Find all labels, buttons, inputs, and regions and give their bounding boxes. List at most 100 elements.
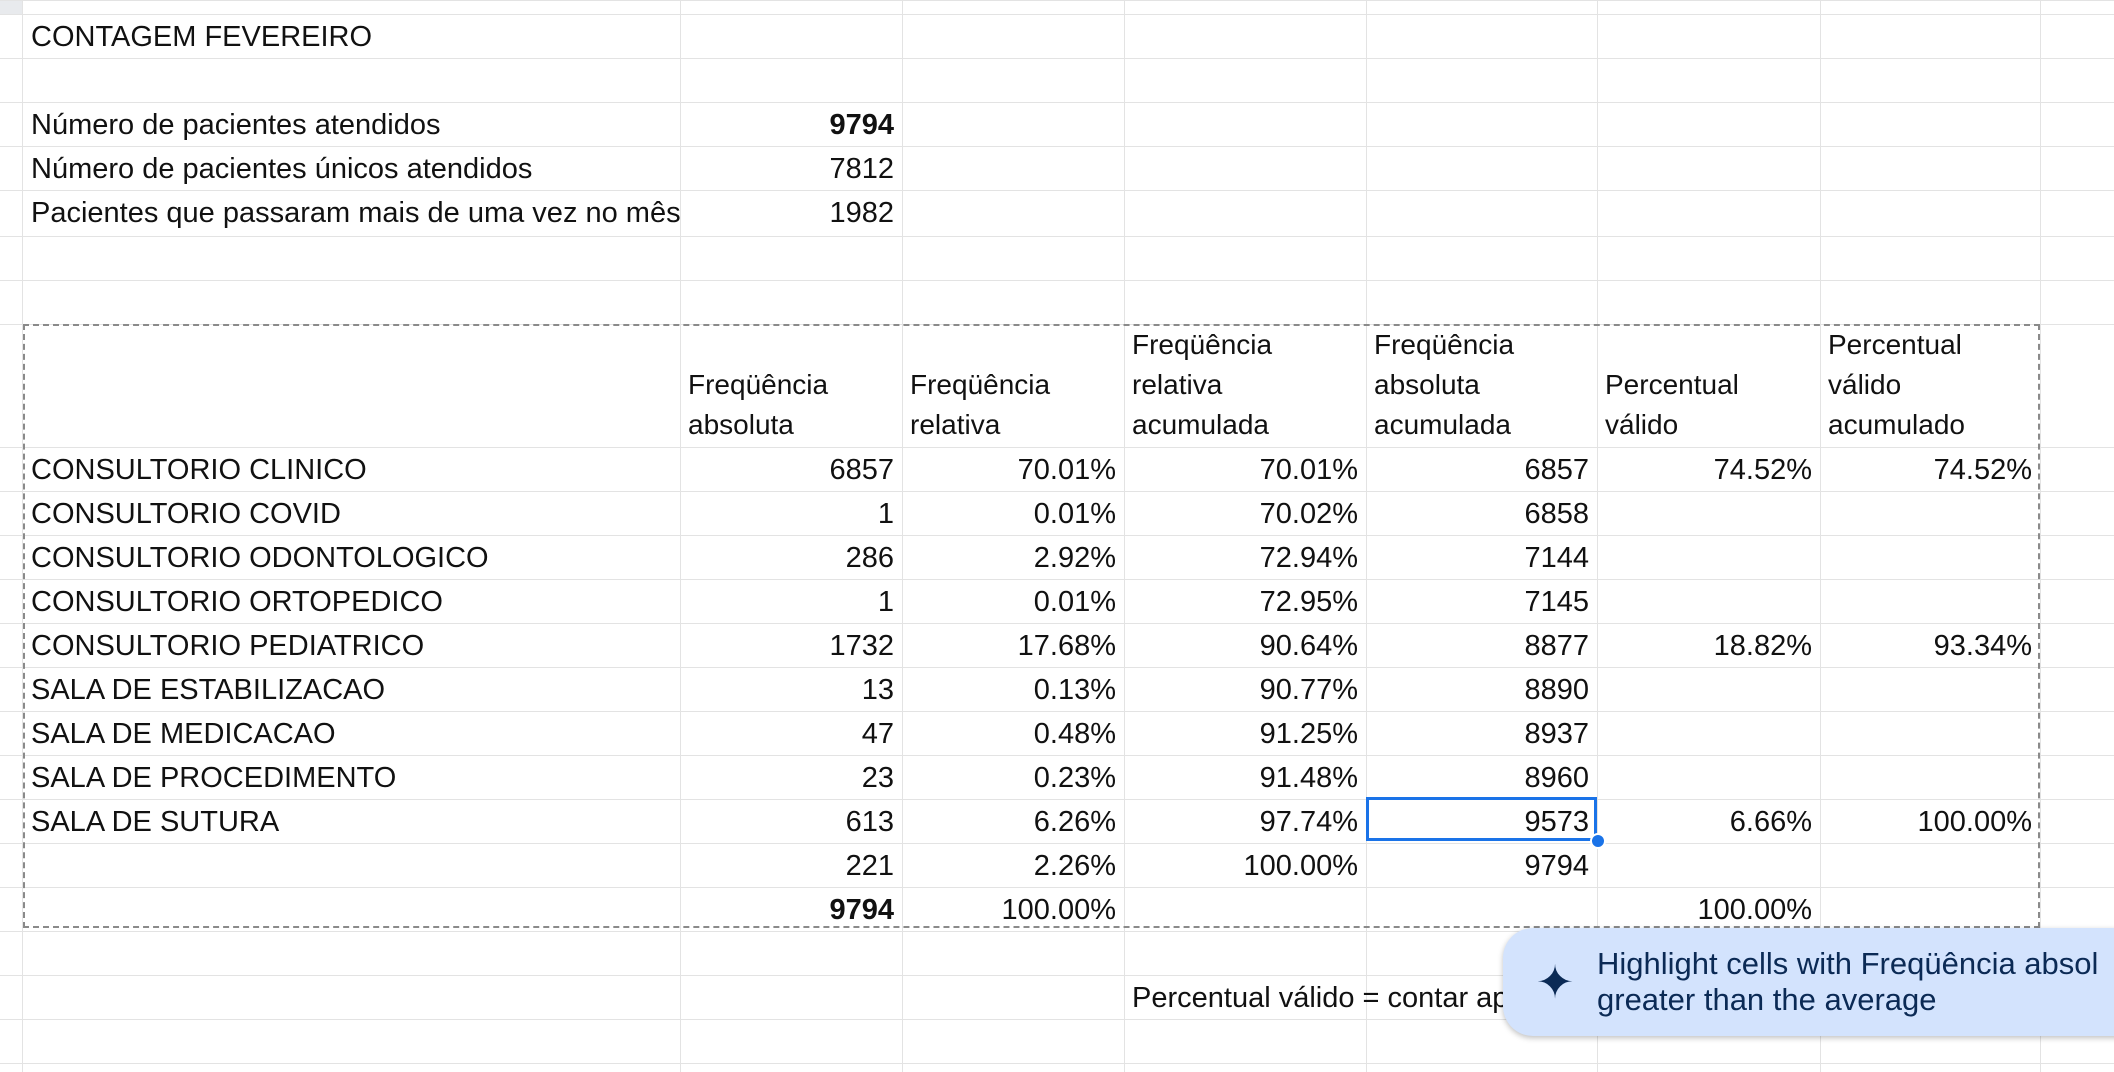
column-header-cell[interactable]: Freqüência absoluta acumulada	[1366, 324, 1597, 447]
data-cell[interactable]	[1820, 579, 2040, 623]
data-cell[interactable]	[1820, 755, 2040, 799]
data-cell[interactable]	[1597, 711, 1820, 755]
data-cell[interactable]	[1124, 887, 1366, 931]
data-cell[interactable]: 8937	[1524, 718, 1589, 751]
data-cell[interactable]: 8877	[1524, 630, 1589, 663]
row-label-cell[interactable]	[23, 887, 680, 931]
summary-value-cell[interactable]: 9794	[829, 109, 894, 142]
sheet-title-cell[interactable]: CONTAGEM FEVEREIRO	[31, 21, 373, 54]
data-cell[interactable]: 286	[845, 542, 894, 575]
row-label-cell[interactable]: SALA DE ESTABILIZACAO	[31, 674, 386, 707]
data-cell[interactable]: 0.13%	[1033, 674, 1116, 707]
ai-suggestion-chip[interactable]: ✦ Highlight cells with Freqüência absol …	[1503, 928, 2114, 1036]
data-cell[interactable]: 6.66%	[1729, 806, 1812, 839]
data-cell[interactable]	[1597, 755, 1820, 799]
note-cell[interactable]: Percentual válido = contar ap	[1132, 982, 1509, 1015]
data-cell[interactable]: 7144	[1524, 542, 1589, 575]
data-cell[interactable]: 1	[877, 586, 894, 619]
data-cell[interactable]	[1597, 843, 1820, 887]
data-cell[interactable]: 70.01%	[1259, 454, 1358, 487]
fill-handle[interactable]	[1590, 833, 1606, 849]
data-cell[interactable]	[1597, 667, 1820, 711]
data-cell[interactable]	[1820, 843, 2040, 887]
data-cell[interactable]: 23	[861, 762, 894, 795]
row-label-cell[interactable]: SALA DE PROCEDIMENTO	[31, 762, 397, 795]
data-cell[interactable]: 6858	[1524, 498, 1589, 531]
row-label-cell[interactable]: CONSULTORIO PEDIATRICO	[31, 630, 425, 663]
data-cell[interactable]: 7145	[1524, 586, 1589, 619]
data-cell[interactable]	[1820, 667, 2040, 711]
data-cell[interactable]: 0.48%	[1033, 718, 1116, 751]
data-cell[interactable]: 47	[861, 718, 894, 751]
data-cell[interactable]: 100.00%	[1697, 894, 1813, 927]
data-cell[interactable]	[1366, 887, 1597, 931]
summary-value-cell[interactable]: 1982	[829, 197, 894, 230]
data-cell[interactable]: 90.77%	[1259, 674, 1358, 707]
suggestion-line-2: greater than the average	[1597, 982, 1937, 1017]
header-line: absoluta	[1374, 369, 1480, 400]
data-cell[interactable]: 72.94%	[1259, 542, 1358, 575]
data-cell[interactable]: 91.48%	[1259, 762, 1358, 795]
data-cell[interactable]: 72.95%	[1259, 586, 1358, 619]
data-cell[interactable]: 100.00%	[1917, 806, 2033, 839]
row-label-cell[interactable]: SALA DE SUTURA	[31, 806, 280, 839]
data-cell[interactable]: 6.26%	[1033, 806, 1116, 839]
row-gridline	[0, 280, 2114, 281]
data-cell[interactable]: 97.74%	[1259, 806, 1358, 839]
data-cell[interactable]: 8890	[1524, 674, 1589, 707]
data-cell[interactable]	[1820, 491, 2040, 535]
data-cell[interactable]: 13	[861, 674, 894, 707]
row-label-cell[interactable]: SALA DE MEDICACAO	[31, 718, 336, 751]
data-cell[interactable]: 100.00%	[1243, 850, 1359, 883]
data-cell[interactable]: 613	[845, 806, 894, 839]
data-cell[interactable]: 9794	[829, 894, 894, 927]
column-header-cell[interactable]: Freqüência relativa	[902, 324, 1124, 447]
column-header-cell[interactable]: Percentual válido acumulado	[1820, 324, 2040, 447]
data-cell[interactable]: 0.01%	[1033, 586, 1116, 619]
column-header-cell[interactable]: Percentual válido	[1597, 324, 1820, 447]
data-cell[interactable]	[1820, 887, 2040, 931]
data-cell[interactable]: 17.68%	[1017, 630, 1116, 663]
data-cell[interactable]: 90.64%	[1259, 630, 1358, 663]
data-cell[interactable]: 1732	[829, 630, 894, 663]
row-label-cell[interactable]	[23, 843, 680, 887]
data-cell[interactable]	[1820, 711, 2040, 755]
data-cell[interactable]: 221	[845, 850, 894, 883]
column-header-cell[interactable]: Freqüência relativa acumulada	[1124, 324, 1366, 447]
select-all-corner[interactable]	[0, 0, 23, 15]
data-cell[interactable]: 70.02%	[1259, 498, 1358, 531]
data-cell[interactable]	[1597, 535, 1820, 579]
data-cell[interactable]: 1	[877, 498, 894, 531]
row-label-cell[interactable]: CONSULTORIO ODONTOLOGICO	[31, 542, 489, 575]
data-cell[interactable]: 91.25%	[1259, 718, 1358, 751]
data-cell[interactable]	[1820, 535, 2040, 579]
data-cell[interactable]	[1597, 491, 1820, 535]
data-cell[interactable]: 2.26%	[1033, 850, 1116, 883]
data-cell[interactable]	[1597, 579, 1820, 623]
data-cell[interactable]: 93.34%	[1933, 630, 2032, 663]
data-cell[interactable]: 18.82%	[1713, 630, 1812, 663]
data-cell[interactable]: 100.00%	[1001, 894, 1117, 927]
row-label-cell[interactable]: CONSULTORIO ORTOPEDICO	[31, 586, 443, 619]
data-cell[interactable]: 6857	[829, 454, 894, 487]
data-cell[interactable]: 0.01%	[1033, 498, 1116, 531]
summary-value-cell[interactable]: 7812	[829, 153, 894, 186]
column-header-cell[interactable]: Freqüência absoluta	[680, 324, 902, 447]
suggestion-line-1: Highlight cells with Freqüência absol	[1597, 946, 2099, 981]
row-label-cell[interactable]: CONSULTORIO CLINICO	[31, 454, 367, 487]
summary-label-cell[interactable]: Número de pacientes atendidos	[31, 109, 441, 142]
data-cell[interactable]: 8960	[1524, 762, 1589, 795]
summary-label-cell[interactable]: Pacientes que passaram mais de uma vez n…	[31, 197, 681, 230]
row-label-cell[interactable]: CONSULTORIO COVID	[31, 498, 341, 531]
data-cell[interactable]: 9794	[1524, 850, 1589, 883]
data-cell[interactable]: 74.52%	[1933, 454, 2032, 487]
data-cell[interactable]: 6857	[1524, 454, 1589, 487]
data-cell[interactable]: 0.23%	[1033, 762, 1116, 795]
data-cell[interactable]: 74.52%	[1713, 454, 1812, 487]
summary-label-cell[interactable]: Número de pacientes únicos atendidos	[31, 153, 533, 186]
data-cell[interactable]: 9573	[1524, 806, 1589, 839]
data-cell[interactable]: 70.01%	[1017, 454, 1116, 487]
column-gridline	[1820, 0, 1821, 1072]
data-cell[interactable]: 2.92%	[1033, 542, 1116, 575]
